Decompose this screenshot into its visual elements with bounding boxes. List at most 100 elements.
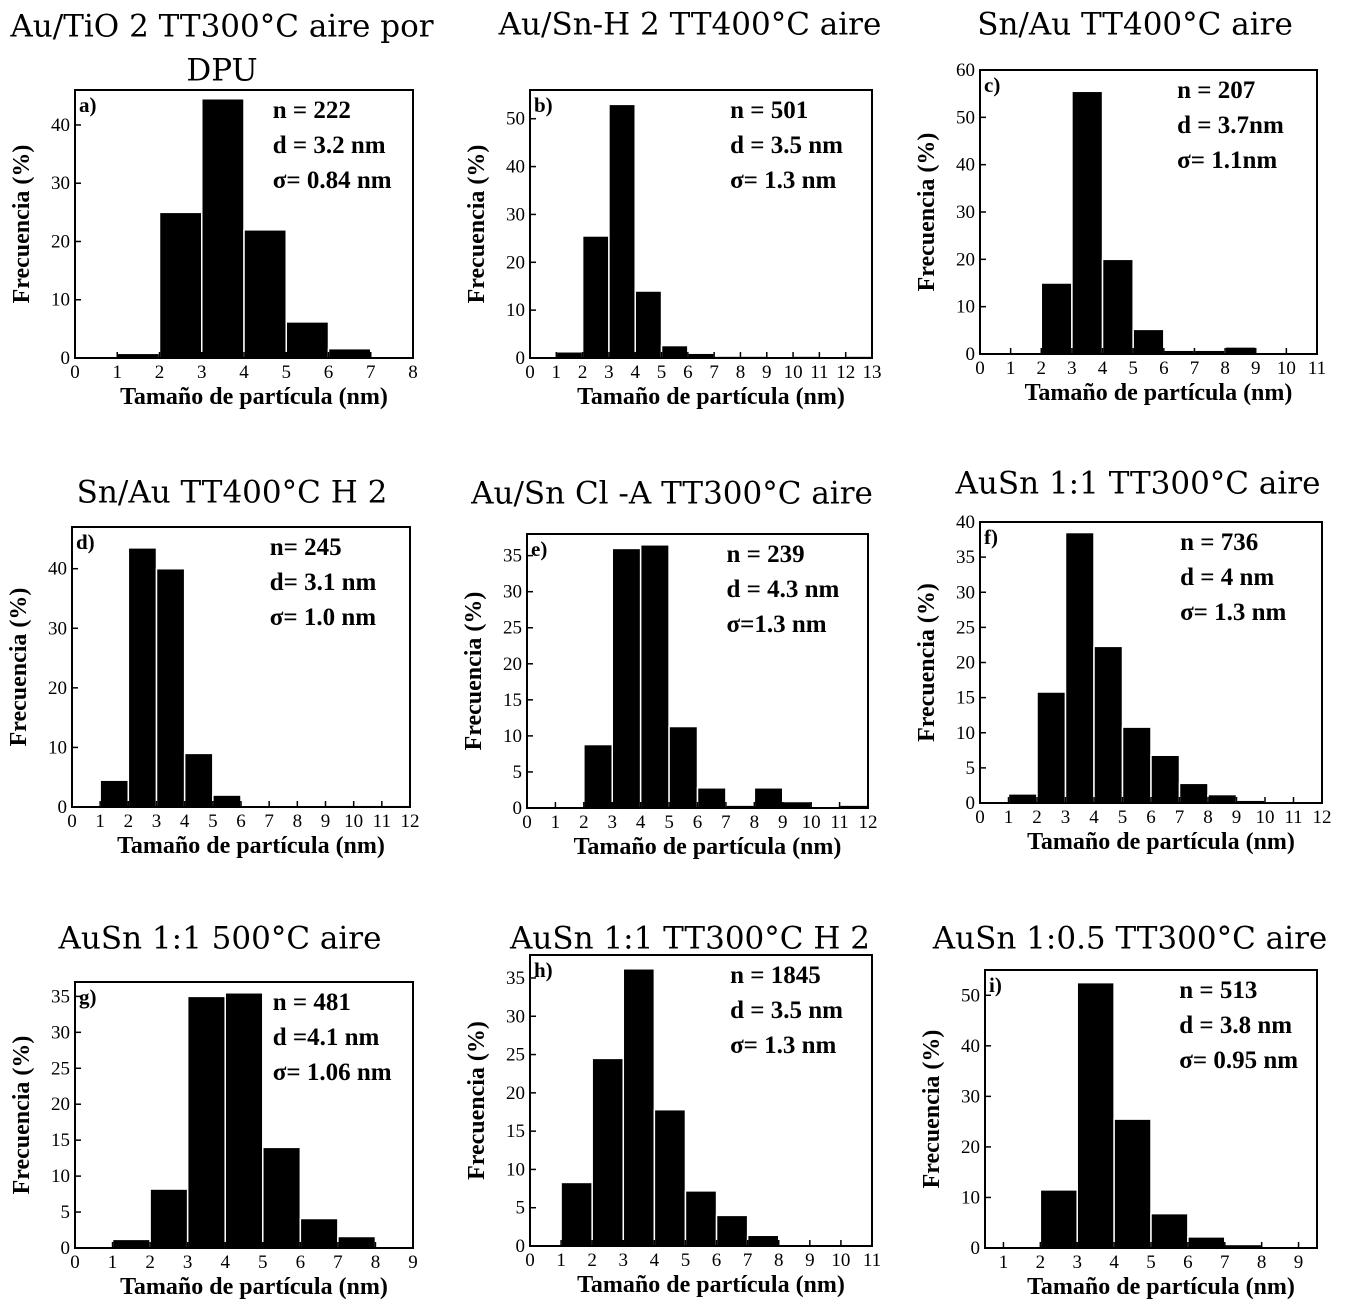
x-tick-label: 5	[1118, 807, 1128, 828]
x-tick-label: 1	[1004, 807, 1014, 828]
y-tick-label: 30	[506, 1006, 525, 1027]
y-tick-label: 50	[956, 107, 975, 128]
y-tick-label: 20	[956, 653, 975, 674]
y-tick-label: 15	[956, 688, 975, 709]
y-tick-label: 0	[966, 793, 976, 814]
y-tick-label: 0	[58, 797, 68, 818]
panel-title: AuSn 1:1 TT300°C aire	[955, 466, 1321, 502]
y-tick-label: 40	[48, 559, 67, 580]
x-tick-label: 9	[321, 811, 331, 832]
stat-annotation: n = 736	[1180, 529, 1258, 556]
x-tick-label: 7	[333, 1252, 343, 1273]
x-tick-label: 8	[1257, 1252, 1267, 1273]
panel-title: Au/TiO 2 TT300°C aire por	[9, 9, 433, 45]
x-tick-label: 0	[67, 811, 77, 832]
x-tick-label: 1	[1006, 358, 1016, 379]
x-tick-label: 10	[784, 362, 803, 383]
x-tick-label: 4	[1089, 807, 1099, 828]
stat-annotation: d = 3.7nm	[1177, 112, 1284, 139]
x-tick-label: 12	[836, 362, 855, 383]
y-axis-label: Frecuencia (%)	[914, 133, 940, 292]
y-tick-label: 10	[961, 1187, 980, 1208]
x-tick-label: 4	[220, 1252, 230, 1273]
y-axis-label: Frecuencia (%)	[464, 145, 490, 304]
x-tick-label: 4	[239, 362, 249, 383]
y-tick-label: 30	[503, 582, 522, 603]
panel-title: Au/Sn-H 2 TT400°C aire	[498, 7, 882, 43]
x-axis-label: Tamaño de partícula (nm)	[577, 384, 845, 410]
y-tick-label: 30	[51, 173, 70, 194]
histogram-bar	[746, 1234, 780, 1247]
y-axis-label: Frecuencia (%)	[464, 1021, 490, 1180]
stat-annotation: d = 3.2 nm	[273, 132, 386, 159]
stat-annotation: σ= 1.06 nm	[273, 1059, 392, 1086]
x-tick-label: 3	[604, 362, 614, 383]
x-tick-label: 5	[208, 811, 218, 832]
histogram-bar	[262, 1146, 302, 1249]
x-tick-label: 5	[1146, 1252, 1156, 1273]
y-tick-label: 50	[961, 985, 980, 1006]
y-tick-label: 15	[503, 690, 522, 711]
x-axis-label: Tamaño de partícula (nm)	[1025, 380, 1293, 406]
x-axis-label: Tamaño de partícula (nm)	[1027, 829, 1295, 855]
histogram-bar	[327, 347, 372, 359]
stat-annotation: σ= 1.3 nm	[1180, 599, 1286, 626]
x-tick-label: 0	[70, 362, 80, 383]
y-tick-label: 20	[51, 231, 70, 252]
x-tick-label: 9	[1232, 807, 1242, 828]
x-tick-label: 0	[525, 1250, 535, 1271]
histogram-bar	[591, 1057, 625, 1247]
histogram-bar	[660, 344, 689, 359]
histogram-bar	[155, 567, 186, 808]
plot-frame	[74, 981, 414, 1249]
x-tick-label: 11	[830, 812, 848, 833]
histogram-bar	[212, 794, 242, 808]
panel-title: AuSn 1:1 500°C aire	[58, 921, 382, 957]
histogram-bar	[111, 1238, 151, 1249]
histogram-bar	[1071, 90, 1104, 355]
y-tick-label: 30	[961, 1086, 980, 1107]
y-tick-label: 20	[956, 249, 975, 270]
x-axis-label: Tamaño de partícula (nm)	[1027, 1274, 1295, 1300]
histogram-panel: Sn/Au TT400°C H 20 1 2 3 4 5 6 7 8 9 10 11 120102030…	[6, 475, 420, 860]
histogram-bar	[684, 1190, 718, 1247]
y-tick-label: 10	[956, 297, 975, 318]
x-tick-label: 11	[1284, 807, 1302, 828]
histogram-bar	[224, 992, 264, 1249]
histogram-bar	[611, 547, 642, 809]
x-tick-label: 1	[95, 811, 105, 832]
x-tick-label: 10	[1277, 358, 1296, 379]
panel-letter: h)	[534, 958, 553, 982]
stat-annotation: σ= 1.3 nm	[730, 1032, 836, 1059]
histogram-bar	[186, 995, 226, 1249]
y-tick-label: 40	[506, 157, 525, 178]
y-tick-label: 15	[506, 1121, 525, 1142]
panel-title: AuSn 1:0.5 TT300°C aire	[932, 921, 1327, 957]
x-tick-label: 2	[1032, 807, 1042, 828]
x-tick-label: 3	[1067, 358, 1077, 379]
y-tick-label: 10	[48, 737, 67, 758]
x-tick-label: 9	[1294, 1252, 1304, 1273]
histogram-bar	[99, 779, 130, 808]
panel-letter: a)	[79, 93, 97, 117]
y-tick-label: 40	[956, 155, 975, 176]
x-tick-label: 4	[630, 362, 640, 383]
histogram-bar	[1039, 1189, 1078, 1249]
x-tick-label: 2	[1036, 1252, 1046, 1273]
x-tick-label: 7	[721, 812, 731, 833]
y-tick-label: 25	[506, 1045, 525, 1066]
x-tick-label: 4	[1098, 358, 1108, 379]
x-tick-label: 3	[608, 812, 618, 833]
histogram-bar	[1093, 645, 1124, 804]
x-tick-label: 8	[736, 362, 746, 383]
histogram-panel: AuSn 1:0.5 TT300°C aire 1 2 3 4 5 6 7 8 9 0 10 20 30 4…	[919, 921, 1327, 1301]
x-tick-label: 10	[831, 1250, 850, 1271]
y-axis-label: Frecuencia (%)	[9, 145, 35, 304]
x-tick-label: 3	[183, 1252, 193, 1273]
x-axis-label: Tamaño de partícula (nm)	[120, 384, 388, 410]
histogram-bar	[149, 1188, 189, 1249]
x-tick-label: 8	[1220, 358, 1230, 379]
x-tick-label: 8	[1203, 807, 1213, 828]
